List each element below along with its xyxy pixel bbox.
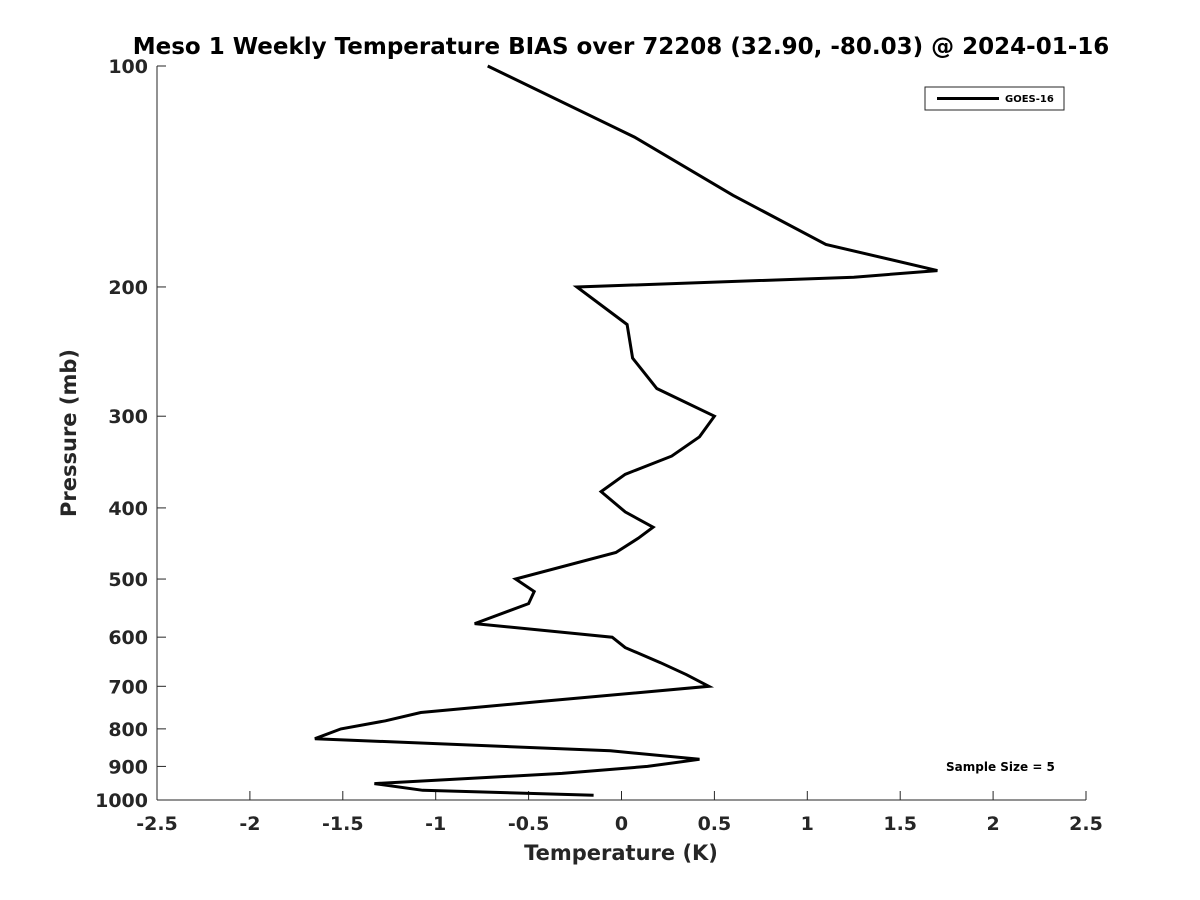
- x-axis-label: Temperature (K): [524, 841, 718, 865]
- axes: [156, 66, 1086, 801]
- x-tick-label: -1.5: [322, 813, 364, 835]
- y-axis-label: Pressure (mb): [57, 349, 81, 517]
- y-tick-label: 500: [108, 569, 148, 591]
- y-tick-label: 1000: [95, 790, 148, 812]
- x-tick-label: 0: [615, 813, 628, 835]
- y-tick-label: 600: [108, 627, 148, 649]
- legend: GOES-16: [924, 86, 1065, 111]
- x-tick-label: 2: [986, 813, 999, 835]
- y-ticks: 100 200 300 400 500 600 700 800 900 1000: [95, 56, 166, 812]
- x-tick-label: 2.5: [1069, 813, 1103, 835]
- sample-size-annotation: Sample Size = 5: [946, 760, 1055, 774]
- y-tick-label: 100: [108, 56, 148, 78]
- y-tick-label: 700: [108, 676, 148, 698]
- x-tick-label: 1.5: [883, 813, 917, 835]
- y-tick-label: 300: [108, 406, 148, 428]
- x-tick-label: -2.5: [136, 813, 178, 835]
- chart-title: Meso 1 Weekly Temperature BIAS over 7220…: [133, 34, 1110, 60]
- x-tick-label: -1: [425, 813, 446, 835]
- x-tick-label: -0.5: [508, 813, 550, 835]
- y-tick-label: 200: [108, 277, 148, 299]
- y-tick-label: 900: [108, 756, 148, 778]
- x-tick-label: 1: [801, 813, 814, 835]
- series-group: [314, 64, 938, 797]
- y-tick-label: 400: [108, 498, 148, 520]
- y-tick-label: 800: [108, 719, 148, 741]
- x-tick-label: 0.5: [698, 813, 732, 835]
- x-ticks: -2.5 -2 -1.5 -1 -0.5 0 0.5 1 1.5 2 2.5: [136, 791, 1103, 835]
- x-tick-label: -2: [239, 813, 260, 835]
- legend-entry-goes-16: GOES-16: [1005, 94, 1054, 105]
- series-line-goes-16: [314, 64, 938, 797]
